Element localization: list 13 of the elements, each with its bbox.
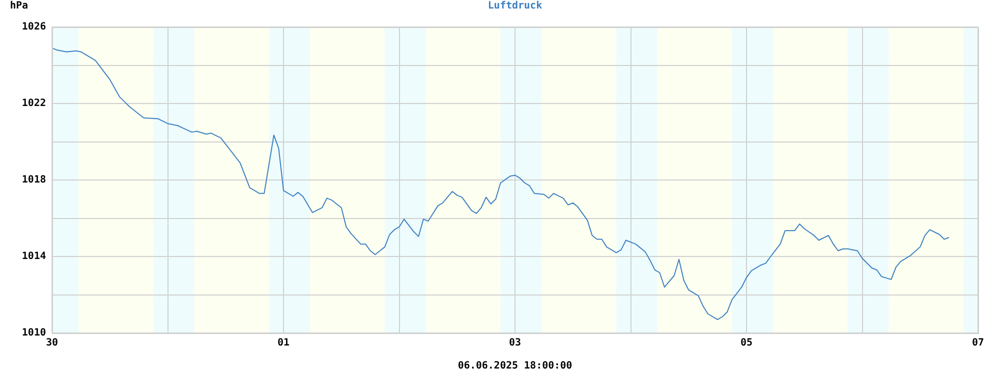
y-tick-label: 1010: [22, 328, 46, 339]
y-tick-label: 1022: [22, 98, 46, 110]
x-tick-label: 05: [740, 338, 753, 349]
x-tick-label: 07: [972, 338, 984, 349]
y-tick-label: 1018: [22, 174, 46, 186]
y-axis-title: hPa: [10, 0, 28, 12]
text: 06.06.2025 18:00:00: [458, 360, 572, 372]
y-tick-label: 1014: [22, 251, 46, 262]
x-tick-label: 30: [46, 338, 58, 349]
x-tick-label: 03: [508, 338, 522, 349]
chart-title: Luftdruck: [488, 0, 542, 12]
x-tick-label: 01: [277, 338, 290, 349]
y-tick-label: 1026: [22, 22, 46, 33]
